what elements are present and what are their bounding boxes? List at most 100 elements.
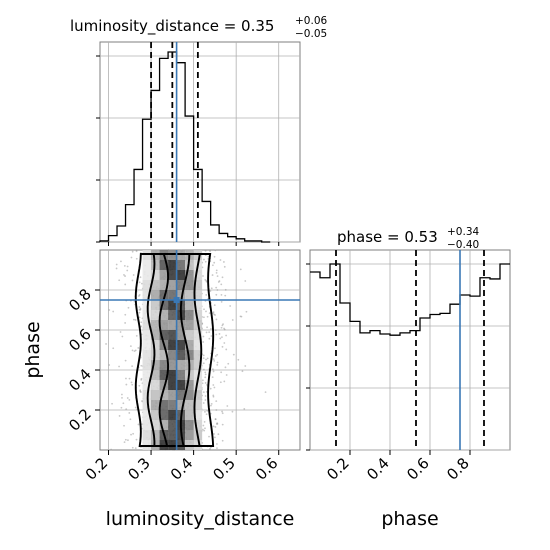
joint-scatter-point — [120, 260, 122, 263]
joint-density-cell — [168, 410, 177, 420]
joint-density-cell — [159, 420, 169, 430]
joint-density-cell — [185, 390, 194, 400]
joint-scatter-point — [241, 370, 244, 373]
joint-scatter-point — [224, 366, 227, 369]
joint-scatter-point — [208, 435, 210, 438]
phase-title-lower: −0.40 — [447, 239, 479, 251]
joint-scatter-point — [212, 425, 215, 428]
joint-density-cell — [193, 410, 203, 420]
joint-scatter-point — [124, 438, 127, 441]
joint-scatter-point — [213, 386, 216, 389]
joint-scatter-point — [130, 433, 132, 436]
joint-scatter-point — [215, 271, 218, 274]
luminosity-distance-title-prefix: luminosity_distance = 0.35 — [70, 17, 274, 36]
joint-density-cell — [185, 320, 194, 330]
joint-scatter-point — [131, 446, 134, 449]
joint-scatter-point — [221, 336, 223, 339]
joint-density-cell — [168, 420, 177, 430]
joint-density-cell — [142, 340, 152, 350]
joint-scatter-point — [210, 287, 213, 290]
joint-scatter-point — [134, 406, 137, 409]
joint-density-cell — [142, 280, 152, 290]
joint-scatter-point — [126, 269, 129, 272]
joint-density-cell — [142, 390, 152, 400]
joint-density-cell — [193, 310, 203, 320]
joint-scatter-point — [202, 402, 205, 404]
joint-density-cell — [151, 300, 160, 310]
x-tick-label-luminosity-distance: 0.5 — [209, 454, 239, 484]
joint-scatter-point — [203, 316, 205, 319]
joint-scatter-point — [223, 342, 226, 344]
joint-scatter-point — [231, 319, 234, 321]
joint-density-cell — [151, 280, 160, 290]
joint-scatter-point — [217, 433, 220, 436]
joint-scatter-point — [224, 288, 227, 291]
joint-scatter-point — [219, 337, 222, 340]
joint-scatter-point — [209, 447, 211, 450]
phase-histogram-layer — [310, 250, 510, 451]
joint-scatter-point — [215, 293, 218, 296]
joint-scatter-point — [212, 312, 214, 315]
joint-scatter-point — [135, 438, 138, 441]
joint-density-cell — [151, 370, 160, 380]
joint-scatter-point — [205, 310, 207, 313]
joint-scatter-point — [216, 422, 219, 425]
joint-scatter-point — [219, 381, 222, 384]
joint-density-cell — [159, 360, 169, 370]
joint-density-cell — [176, 340, 186, 350]
joint-scatter-point — [208, 331, 211, 334]
joint-density-cell — [151, 400, 160, 410]
joint-scatter-point — [203, 420, 206, 423]
joint-density-cell — [159, 370, 169, 380]
joint-density-cell — [185, 410, 194, 420]
joint-scatter-point — [137, 295, 140, 297]
joint-scatter-point — [212, 384, 215, 386]
joint-scatter-point — [214, 426, 217, 428]
joint-scatter-point — [245, 310, 248, 313]
joint-density-cell — [193, 290, 203, 300]
luminosity-distance-title-upper: +0.06 — [295, 15, 327, 27]
joint-scatter-point — [211, 274, 214, 276]
joint-density-cell — [168, 260, 177, 270]
joint-scatter-point — [138, 281, 141, 284]
joint-scatter-point — [239, 315, 242, 318]
joint-scatter-point — [213, 359, 216, 362]
joint-scatter-point — [123, 273, 125, 276]
joint-density-cell — [176, 390, 186, 400]
x-tick-label-phase: 0.6 — [403, 454, 433, 484]
joint-scatter-point — [204, 395, 207, 397]
joint-scatter-point — [205, 413, 208, 416]
joint-scatter-point — [122, 402, 125, 405]
joint-scatter-point — [208, 312, 211, 315]
joint-density-cell — [185, 340, 194, 350]
joint-density-cell — [168, 270, 177, 280]
joint-scatter-point — [209, 387, 212, 390]
joint-scatter-point — [220, 301, 223, 303]
joint-density-cell — [168, 360, 177, 370]
joint-scatter-point — [202, 362, 205, 365]
joint-scatter-point — [120, 406, 123, 409]
joint-scatter-point — [124, 275, 126, 277]
joint-density-cell — [142, 350, 152, 360]
joint-scatter-point — [134, 319, 137, 321]
joint-scatter-point — [215, 269, 218, 272]
joint-scatter-point — [128, 398, 131, 401]
x-tick-label-phase: 0.2 — [323, 454, 353, 484]
joint-scatter-point — [208, 337, 211, 340]
joint-scatter-point — [213, 433, 215, 435]
joint-density-cell — [176, 440, 186, 450]
joint-density-cell — [151, 380, 160, 390]
joint-density-cell — [159, 330, 169, 340]
joint-scatter-point — [141, 282, 143, 285]
joint-density-cell — [142, 310, 152, 320]
joint-density-cell — [151, 320, 160, 330]
joint-scatter-point — [219, 259, 222, 261]
joint-scatter-point — [214, 329, 217, 332]
joint-scatter-point — [119, 331, 122, 333]
joint-density-cell — [176, 400, 186, 410]
joint-scatter-point — [227, 362, 230, 365]
x-tick-label-phase: 0.8 — [443, 454, 473, 484]
joint-density-cell — [168, 330, 177, 340]
joint-density-cell — [185, 280, 194, 290]
